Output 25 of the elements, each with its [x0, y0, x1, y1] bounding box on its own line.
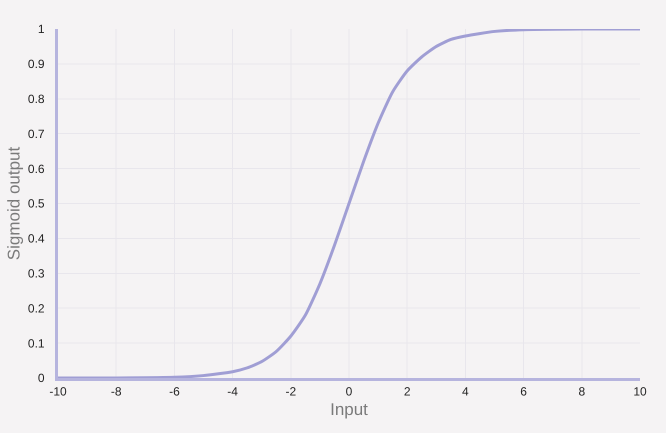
line-series	[58, 29, 640, 378]
y-tick-label: 0.6	[28, 162, 45, 176]
x-tick-label: -2	[285, 384, 296, 398]
x-tick-label: -4	[227, 384, 238, 398]
x-tick-label: -10	[49, 384, 67, 398]
y-tick-label: 0.4	[28, 232, 45, 246]
y-tick-label: 1	[38, 22, 45, 36]
y-tick-label: 0.5	[28, 196, 45, 211]
y-tick-label: 0.7	[28, 126, 45, 141]
y-tick-label: 0	[38, 371, 45, 386]
x-axis-title: Input	[330, 400, 368, 419]
x-tick-label: -6	[169, 384, 180, 398]
y-tick-label: 0.1	[28, 336, 45, 350]
y-tick-label: 0.9	[28, 57, 45, 72]
x-tick-label: 6	[520, 384, 528, 398]
y-axis-title: Sigmoid output	[4, 146, 24, 260]
x-tick-label: -8	[110, 384, 122, 398]
x-tick-label: 8	[578, 384, 586, 398]
x-tick-label: 4	[462, 384, 470, 398]
y-tick-label: 0.3	[28, 266, 45, 280]
x-tick-label: 10	[633, 384, 647, 398]
x-tick-label: 2	[404, 384, 411, 398]
y-tick-label: 0.8	[28, 92, 45, 106]
y-tick-label: 0.2	[28, 301, 45, 316]
x-tick-label: 0	[346, 384, 353, 398]
